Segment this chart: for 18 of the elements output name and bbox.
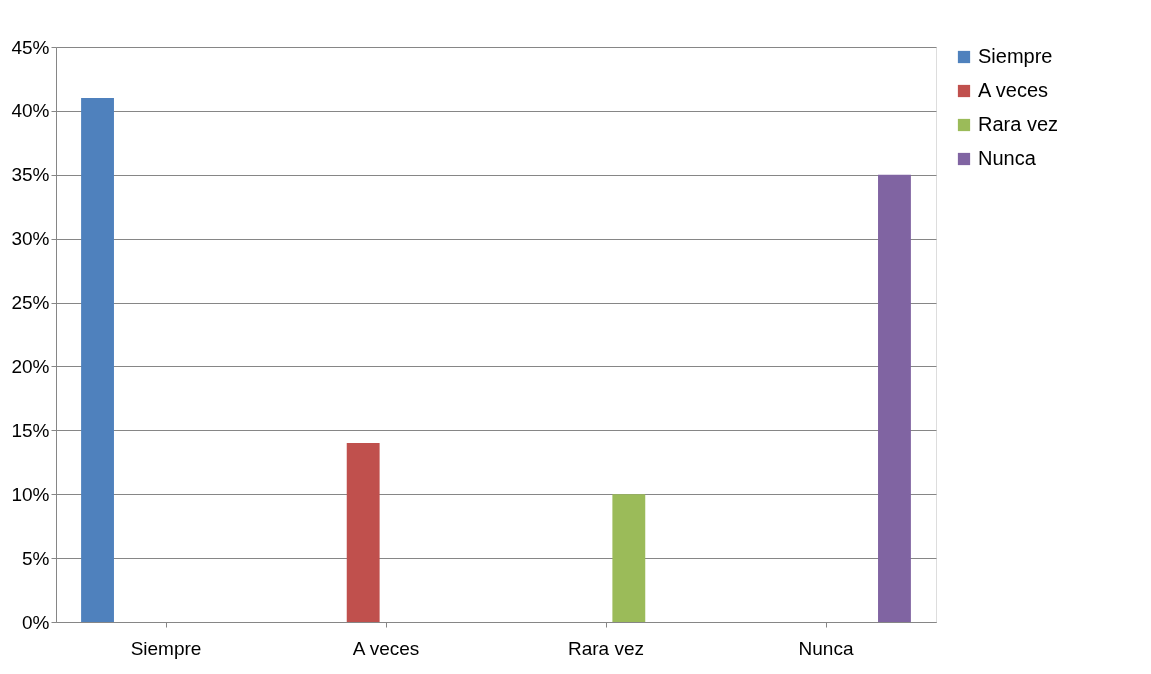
- y-tick-label: 5%: [22, 547, 50, 569]
- y-tick-label: 20%: [11, 355, 50, 377]
- x-tick-label: Rara vez: [567, 637, 645, 659]
- y-tick-label: 10%: [11, 483, 50, 505]
- y-tick-label: 15%: [11, 419, 50, 441]
- y-tick-label: 0%: [22, 611, 50, 633]
- legend-label: Nunca: [978, 147, 1037, 169]
- y-tick-label: 40%: [11, 100, 50, 122]
- y-tick-label: 45%: [11, 36, 50, 58]
- y-tick-label: 30%: [11, 228, 50, 250]
- legend-label: Rara vez: [978, 113, 1059, 135]
- y-tick-label: 25%: [11, 292, 50, 314]
- x-tick-label: Nunca: [798, 637, 854, 659]
- legend-label: A veces: [978, 79, 1049, 101]
- y-tick-label: 35%: [11, 164, 50, 186]
- x-tick-label: Siempre: [130, 637, 202, 659]
- legend-label: Siempre: [978, 45, 1053, 67]
- x-tick-label: A veces: [352, 637, 420, 659]
